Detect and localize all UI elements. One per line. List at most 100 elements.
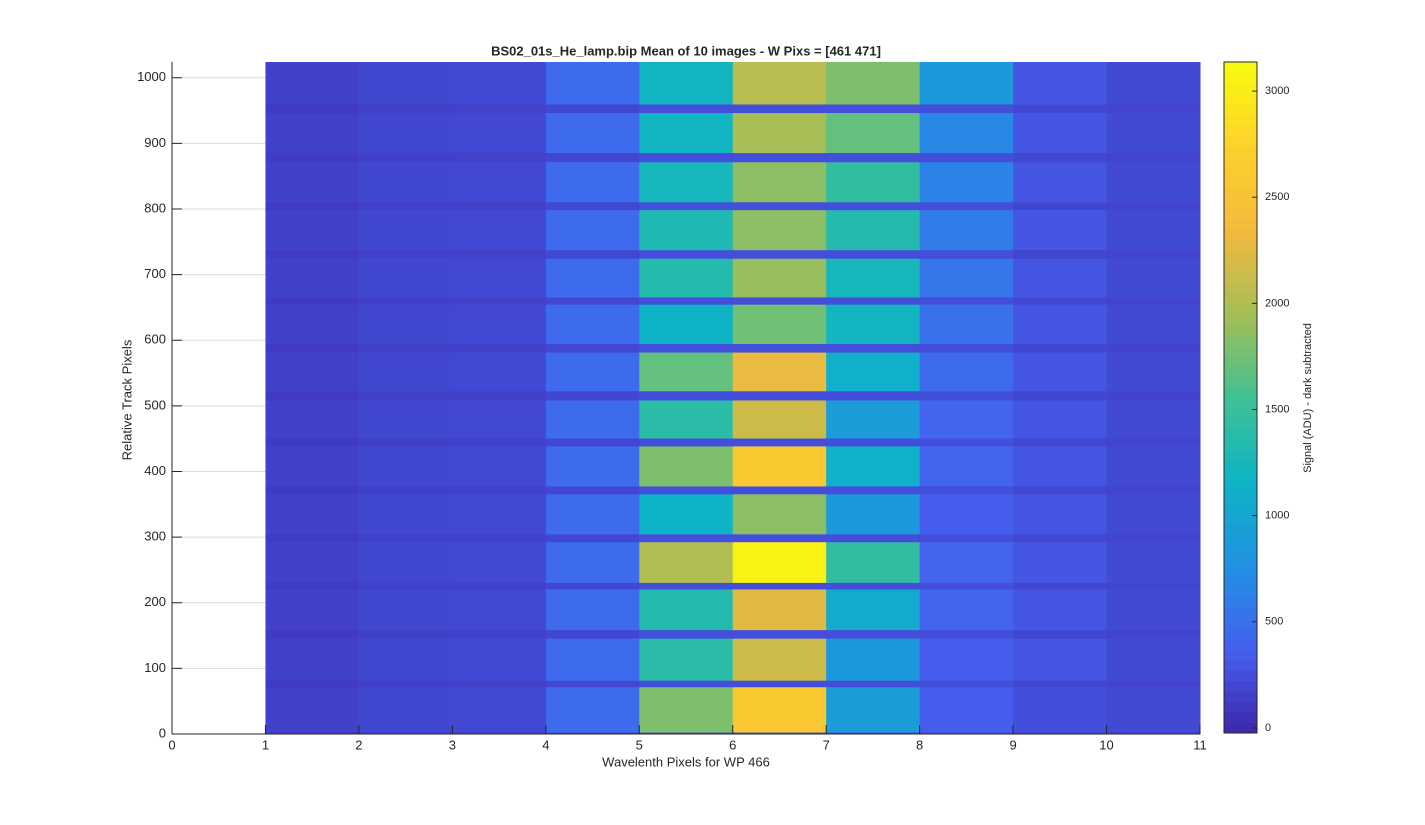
heatmap-cell [265, 686, 360, 733]
heatmap-cell [639, 438, 734, 447]
heatmap-cell [732, 686, 827, 733]
heatmap-cell [358, 390, 453, 401]
heatmap-cell [826, 161, 921, 203]
heatmap-cell [1106, 638, 1201, 681]
heatmap-cell [639, 582, 734, 590]
colorbar-swatch [1224, 282, 1257, 294]
heatmap-cell [826, 588, 921, 631]
heatmap-cell [639, 304, 734, 345]
heatmap-cell [452, 249, 547, 259]
colorbar-frame [1223, 61, 1258, 734]
heatmap-cell [732, 588, 827, 631]
heatmap-cell [452, 296, 547, 305]
heatmap-cell [265, 638, 360, 681]
colorbar-swatch [1224, 481, 1257, 493]
heatmap-cell [1013, 343, 1108, 353]
heatmap-cell [545, 680, 640, 688]
y-tick-label: 200 [144, 594, 166, 609]
heatmap-cell [732, 732, 827, 735]
heatmap-cell [732, 104, 827, 114]
heatmap-cell [732, 249, 827, 259]
heatmap-cell [732, 629, 827, 639]
heatmap-cell [1106, 62, 1201, 105]
colorbar-swatch [1224, 145, 1257, 157]
heatmap-cell [358, 209, 453, 251]
heatmap-cell [1106, 686, 1201, 733]
heatmap-cell [826, 541, 921, 583]
heatmap-cell [358, 258, 453, 298]
heatmap-cell [1013, 582, 1108, 590]
heatmap-cell [545, 629, 640, 639]
heatmap-cell [919, 209, 1014, 251]
heatmap-cell [826, 343, 921, 353]
heatmap-cell [1013, 541, 1108, 583]
heatmap-cell [452, 152, 547, 163]
heatmap-cell [639, 445, 734, 487]
heatmap-cell [826, 582, 921, 590]
heatmap-cell [826, 112, 921, 154]
colorbar-swatch [1224, 512, 1257, 524]
heatmap-cell [452, 588, 547, 631]
heatmap-cell [545, 493, 640, 535]
heatmap-cell [1106, 390, 1201, 401]
colorbar-swatch [1224, 659, 1257, 671]
heatmap-cell [452, 732, 547, 735]
heatmap-cell [358, 588, 453, 631]
colorbar-swatch [1224, 93, 1257, 105]
colorbar-swatch [1224, 313, 1257, 325]
colorbar-swatch [1224, 387, 1257, 398]
heatmap-cell [1106, 493, 1201, 535]
heatmap-cell [732, 209, 827, 251]
heatmap-cell [358, 582, 453, 590]
heatmap-cell [265, 399, 360, 439]
heatmap-cell [826, 438, 921, 447]
colorbar-swatch [1224, 638, 1257, 650]
heatmap-cell [1013, 352, 1108, 392]
heatmap-cell [919, 582, 1014, 590]
x-tick-label: 9 [1009, 737, 1016, 752]
heatmap-cell [265, 258, 360, 298]
heatmap-cell [1106, 732, 1201, 735]
colorbar-tick-label: 2000 [1265, 297, 1289, 309]
heatmap-cell [545, 399, 640, 439]
heatmap-cell [1013, 533, 1108, 543]
heatmap-cell [452, 399, 547, 439]
heatmap-cell [452, 161, 547, 203]
heatmap-cell [1106, 438, 1201, 447]
colorbar-swatch [1224, 72, 1257, 84]
heatmap-cell [358, 732, 453, 735]
colorbar-swatch [1224, 82, 1257, 94]
x-tick-label: 2 [355, 737, 362, 752]
heatmap-cell [358, 62, 453, 105]
heatmap-cell [1106, 249, 1201, 259]
heatmap-cell [265, 629, 360, 639]
heatmap-cell [358, 629, 453, 639]
colorbar-swatch [1224, 596, 1257, 608]
heatmap-cell [265, 209, 360, 251]
heatmap-cell [358, 445, 453, 487]
y-tick-label: 500 [144, 397, 166, 412]
heatmap-cell [639, 258, 734, 298]
colorbar-swatch [1224, 261, 1257, 273]
heatmap-cell [452, 352, 547, 392]
colorbar-swatch [1224, 114, 1257, 126]
heatmap-cell [732, 438, 827, 447]
heatmap-cell [1013, 485, 1108, 495]
colorbar-swatch [1224, 271, 1257, 283]
heatmap-cell [358, 686, 453, 733]
heatmap-cell [826, 629, 921, 639]
heatmap-cell [452, 201, 547, 211]
heatmap-cell [826, 304, 921, 345]
heatmap-cell [732, 680, 827, 688]
heatmap-cell [358, 296, 453, 305]
heatmap-cell [545, 582, 640, 590]
heatmap-cell [1106, 680, 1201, 688]
colorbar-tick-label: 2500 [1265, 191, 1289, 203]
heatmap-cell [545, 304, 640, 345]
colorbar-swatch [1224, 607, 1257, 619]
y-tick-label: 600 [144, 332, 166, 347]
heatmap-cell [732, 445, 827, 487]
heatmap-cell [265, 533, 360, 543]
heatmap-cell [919, 304, 1014, 345]
colorbar-swatch [1224, 575, 1257, 587]
